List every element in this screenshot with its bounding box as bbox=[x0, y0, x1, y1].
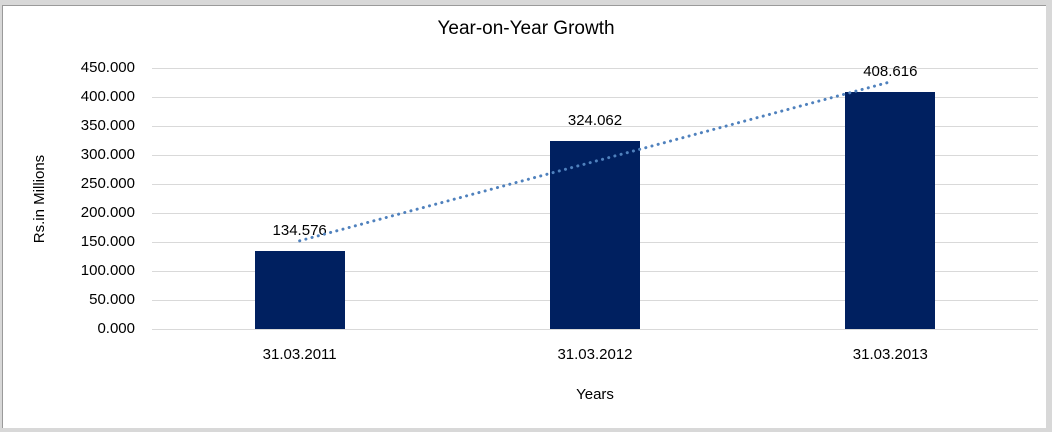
y-axis-tick-label: 400.000 bbox=[80, 88, 135, 105]
x-axis-tick-label: 31.03.2011 bbox=[262, 346, 337, 363]
y-axis-tick-label: 100.000 bbox=[80, 262, 135, 279]
bar bbox=[845, 92, 936, 329]
x-axis-tick-label: 31.03.2013 bbox=[852, 346, 928, 363]
x-axis-title: Years bbox=[576, 386, 614, 403]
y-axis-tick-label: 150.000 bbox=[80, 233, 135, 250]
x-axis-tick-label: 31.03.2012 bbox=[557, 346, 633, 363]
bar-value-label: 134.576 bbox=[272, 221, 327, 239]
bar-value-label: 408.616 bbox=[863, 63, 918, 80]
gridline bbox=[152, 68, 1038, 69]
bar bbox=[254, 250, 345, 329]
y-axis-tick-label: 450.000 bbox=[80, 59, 135, 76]
y-axis-tick-label: 200.000 bbox=[80, 204, 135, 221]
y-axis-tick-label: 250.000 bbox=[80, 175, 135, 192]
chart-title: Year-on-Year Growth bbox=[437, 18, 615, 39]
y-axis-tick-label: 300.000 bbox=[80, 146, 135, 163]
bar bbox=[550, 141, 640, 329]
y-axis-tick-label: 50.000 bbox=[89, 291, 135, 308]
gridline bbox=[152, 329, 1038, 330]
bar-value-label: 324.062 bbox=[567, 112, 623, 130]
y-axis-tick-label: 350.000 bbox=[80, 117, 135, 134]
y-axis-tick-label: 0.000 bbox=[97, 320, 135, 337]
